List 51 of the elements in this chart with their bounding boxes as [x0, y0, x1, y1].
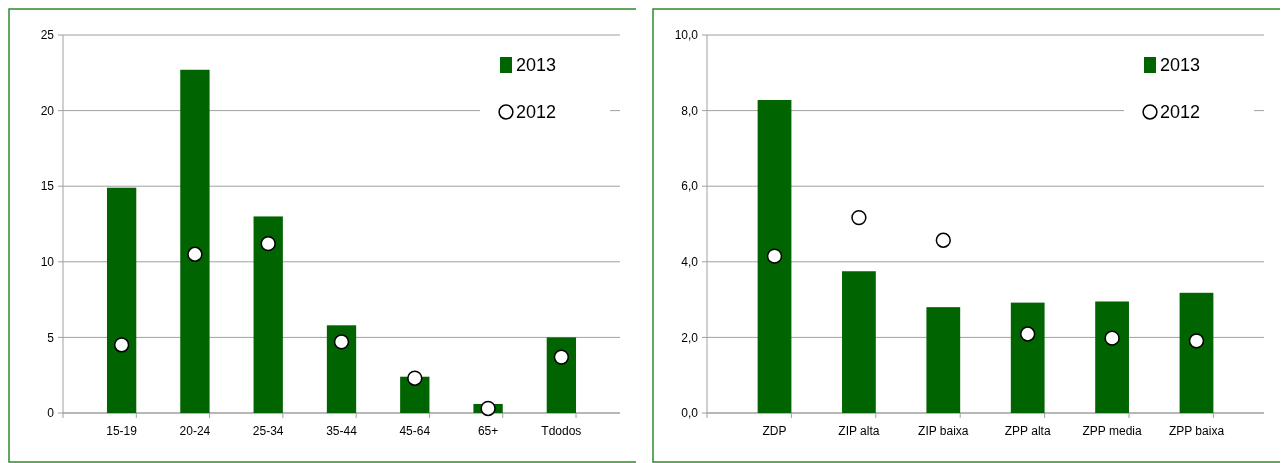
y-tick-label: 20	[40, 103, 55, 118]
y-tick-label: 2,0	[681, 330, 699, 345]
bar	[106, 187, 137, 413]
x-tick-label: 35-44	[326, 424, 358, 438]
point	[1020, 326, 1036, 342]
point	[766, 248, 783, 264]
point	[407, 370, 423, 386]
point	[187, 246, 203, 262]
legend-label: 2012	[516, 102, 557, 123]
x-tick-label: ZDP	[762, 424, 787, 438]
bar	[1179, 292, 1214, 413]
y-tick-label: 4,0	[681, 255, 699, 269]
y-tick-label: 0,0	[681, 406, 699, 421]
x-tick-label: 20-24	[179, 424, 211, 438]
point	[1188, 333, 1205, 349]
x-tick-label: ZPP baixa	[1168, 424, 1225, 438]
bar	[842, 271, 876, 413]
y-tick-label: 15	[40, 179, 55, 194]
x-tick-label: 45-64	[399, 424, 431, 438]
bar	[926, 307, 961, 413]
y-tick-label: 25	[40, 28, 55, 43]
bar	[757, 100, 792, 413]
legend-label: 2013	[516, 55, 557, 76]
point	[113, 337, 130, 353]
x-tick-label: 15-19	[106, 424, 138, 438]
y-tick-label: 0	[47, 406, 55, 421]
x-tick-label: ZIP alta	[838, 424, 880, 438]
y-tick-label: 5	[47, 330, 55, 345]
bar	[253, 216, 283, 413]
legend-label: 2012	[1160, 102, 1201, 123]
legend-label: 2013	[1160, 55, 1201, 76]
y-tick-label: 10,0	[674, 28, 699, 43]
x-tick-label: ZIP baixa	[918, 424, 969, 438]
x-tick-label: ZPP alta	[1004, 424, 1051, 438]
point	[1104, 330, 1120, 346]
y-tick-label: 10	[40, 255, 55, 269]
bar	[326, 325, 357, 413]
x-tick-label: ZPP media	[1082, 424, 1142, 438]
bar	[180, 69, 210, 413]
x-tick-label: 25-34	[252, 424, 284, 438]
bar	[1095, 301, 1129, 413]
point	[480, 400, 496, 417]
bar	[546, 337, 577, 413]
point	[260, 236, 276, 252]
point	[553, 349, 570, 365]
point	[333, 334, 350, 350]
x-tick-label: Tdodos	[541, 424, 582, 438]
x-tick-label: 65+	[477, 424, 499, 438]
y-tick-label: 6,0	[681, 179, 699, 194]
bar	[1010, 302, 1045, 413]
y-tick-label: 8,0	[681, 103, 699, 118]
